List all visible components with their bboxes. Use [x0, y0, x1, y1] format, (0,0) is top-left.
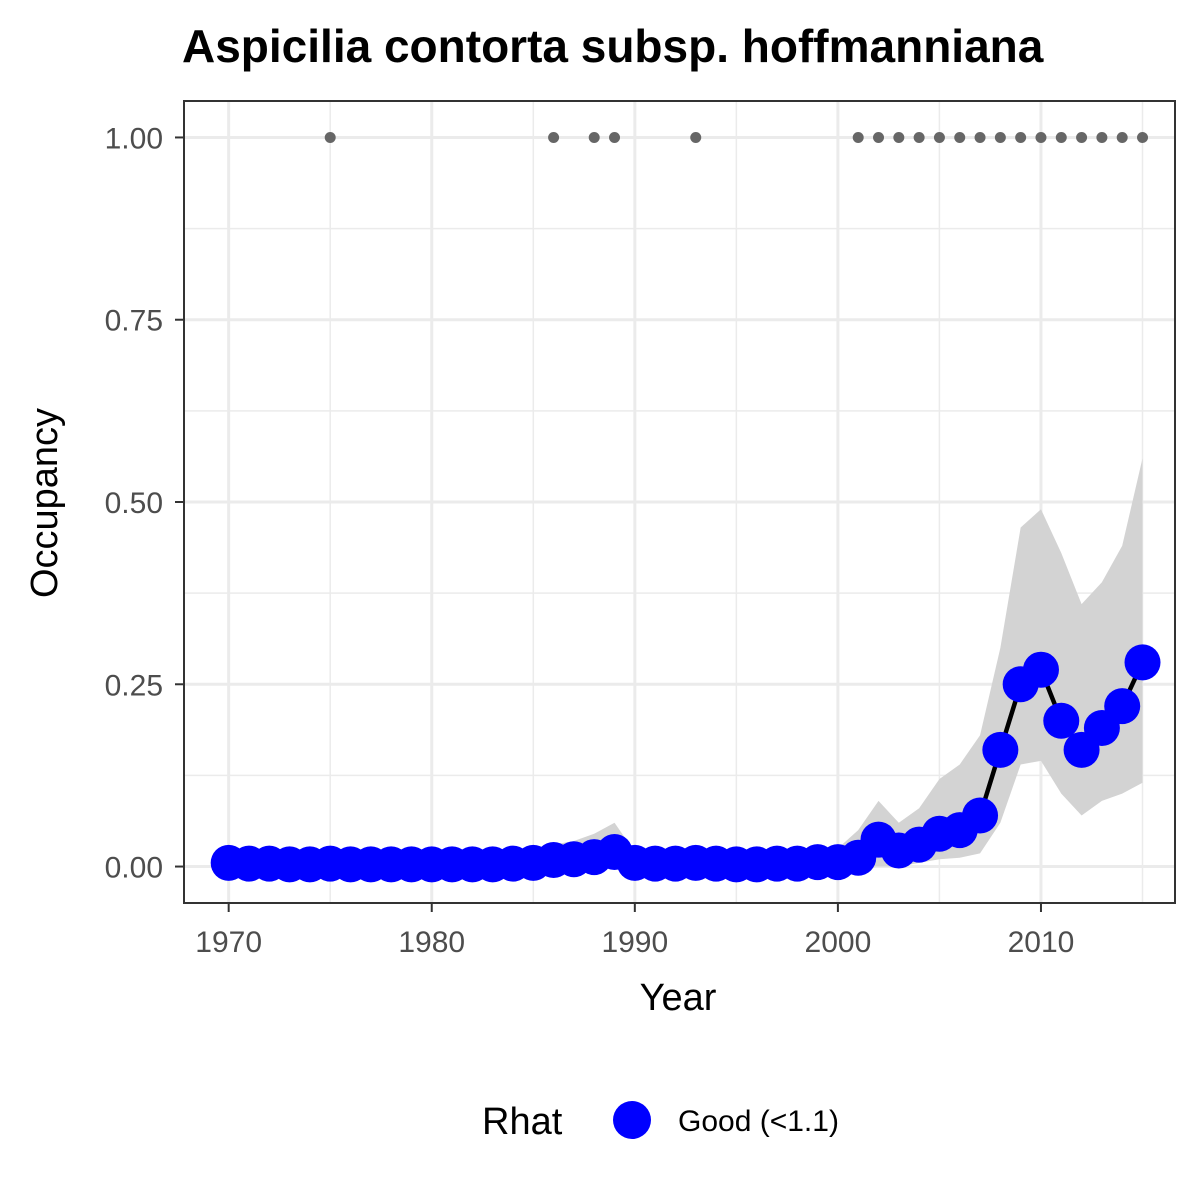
occupancy-point	[1104, 688, 1141, 725]
detection-point	[994, 131, 1006, 143]
occupancy-point	[1124, 644, 1161, 681]
detection-point	[1096, 131, 1108, 143]
detection-point	[609, 131, 621, 143]
occupancy-point	[962, 797, 999, 834]
detection-point	[1055, 131, 1067, 143]
x-tick-label: 1980	[398, 926, 465, 959]
y-tick-label: 0.00	[105, 852, 163, 885]
detection-point	[974, 131, 986, 143]
x-tick-label: 2000	[805, 926, 872, 959]
x-axis-title: Year	[640, 977, 717, 1019]
detection-point	[1015, 131, 1027, 143]
detection-point	[1035, 131, 1047, 143]
y-tick-label: 0.50	[105, 487, 163, 520]
y-axis-title: Occupancy	[24, 408, 66, 598]
legend: Rhat Good (<1.1)	[482, 1101, 839, 1143]
occupancy-point	[1022, 651, 1059, 688]
detection-point	[1076, 131, 1088, 143]
x-tick-label: 1970	[195, 926, 262, 959]
y-tick-label: 1.00	[105, 122, 163, 155]
y-tick-label: 0.75	[105, 305, 163, 338]
legend-key-good	[613, 1101, 651, 1139]
detection-point	[1137, 131, 1149, 143]
detection-point	[1116, 131, 1128, 143]
detection-point	[954, 131, 966, 143]
legend-title: Rhat	[482, 1101, 563, 1143]
detection-point	[913, 131, 925, 143]
occupancy-points	[210, 644, 1161, 883]
detection-point	[548, 131, 560, 143]
y-tick-label: 0.25	[105, 669, 163, 702]
axes: 1970 1980 1990 2000 2010 0.00 0.25 0.50 0.75 1.00	[105, 122, 1075, 959]
detection-point	[324, 131, 336, 143]
detection-point	[873, 131, 885, 143]
detection-points	[324, 131, 1149, 143]
detection-point	[933, 131, 945, 143]
detection-point	[852, 131, 864, 143]
detection-point	[690, 131, 702, 143]
detection-point	[893, 131, 905, 143]
detection-point	[588, 131, 600, 143]
occupancy-point	[982, 731, 1019, 768]
x-tick-label: 1990	[601, 926, 668, 959]
legend-label-good: Good (<1.1)	[678, 1105, 839, 1138]
x-tick-label: 2010	[1008, 926, 1075, 959]
chart-title: Aspicilia contorta subsp. hoffmanniana	[182, 20, 1044, 72]
occupancy-point	[1043, 702, 1080, 739]
